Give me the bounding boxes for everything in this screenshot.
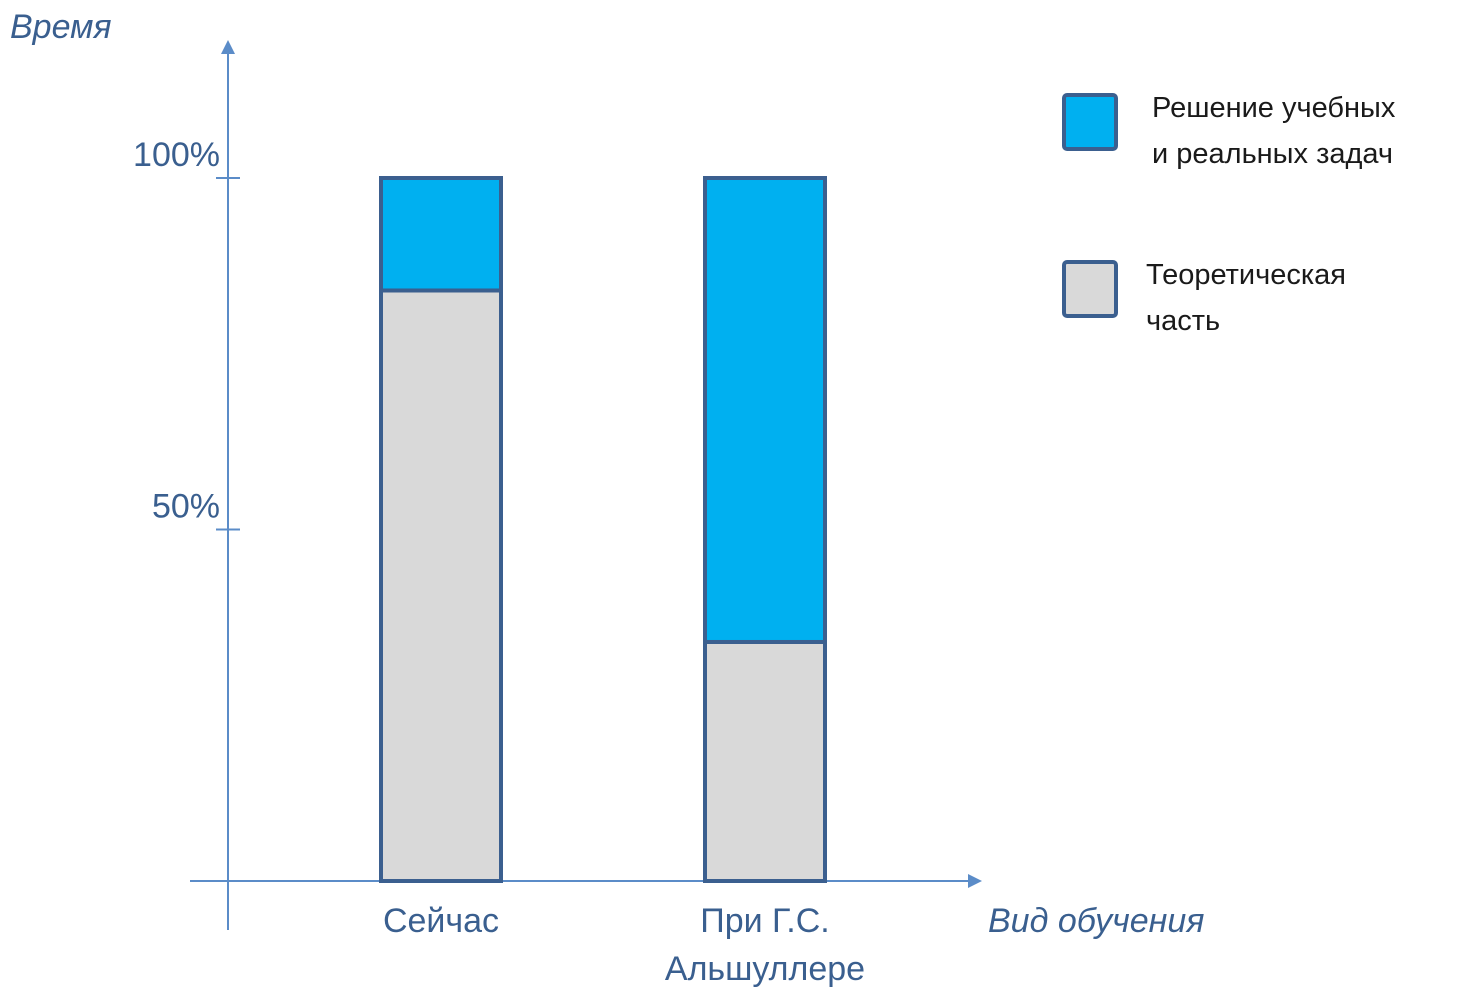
bar-segment-theory — [379, 288, 503, 884]
x-category-label: При Г.С. Альшуллере — [665, 902, 865, 988]
y-axis-title: Время — [10, 8, 112, 46]
y-axis-arrow-icon — [221, 40, 235, 54]
y-tick-label: 100% — [133, 136, 220, 174]
legend-swatch — [1062, 93, 1118, 151]
bar-segment-theory — [703, 639, 827, 883]
y-tick-label: 50% — [152, 488, 220, 526]
legend-swatch — [1062, 260, 1118, 318]
x-axis-title: Вид обучения — [988, 902, 1204, 940]
x-axis-arrow-icon — [968, 874, 982, 888]
legend-label: Решение учебных и реальных задач — [1152, 92, 1396, 170]
bar-segment-tasks — [379, 176, 503, 293]
legend-label: Теоретическая часть — [1146, 259, 1346, 337]
x-category-label: Сейчас — [383, 902, 499, 940]
bar-segment-tasks — [703, 176, 827, 644]
